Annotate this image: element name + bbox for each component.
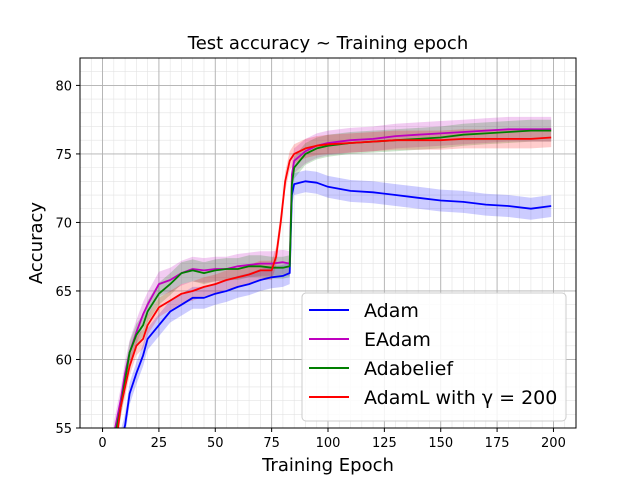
x-tick-label: 100: [316, 436, 341, 451]
chart-title: Test accuracy ~ Training epoch: [187, 33, 468, 54]
y-axis-ticks: 55 60 65 70 75 80: [55, 79, 80, 437]
x-tick-label: 200: [541, 436, 566, 451]
legend-label: Adam: [364, 300, 419, 322]
y-tick-label: 70: [55, 216, 72, 231]
series-line: [114, 128, 552, 428]
series-line: [117, 136, 552, 428]
x-tick-label: 25: [151, 436, 168, 451]
x-tick-label: 125: [372, 436, 397, 451]
y-tick-label: 60: [55, 353, 72, 368]
x-axis-label: Training Epoch: [261, 455, 394, 476]
series-band: [114, 119, 552, 428]
legend-label: EAdam: [364, 329, 431, 351]
legend-box: [301, 292, 567, 422]
x-axis-ticks: 0 25 50 75 100 125 150 175 200: [98, 428, 566, 451]
legend-label: AdamL with γ = 200: [364, 387, 557, 409]
y-axis-label: Accuracy: [26, 202, 47, 285]
x-tick-label: 75: [263, 436, 280, 451]
x-tick-label: 50: [207, 436, 224, 451]
y-tick-label: 80: [55, 79, 72, 94]
y-tick-label: 65: [55, 285, 72, 300]
x-tick-label: 150: [428, 436, 453, 451]
x-tick-label: 175: [485, 436, 510, 451]
x-tick-label: 0: [98, 436, 106, 451]
legend-label: Adabelief: [364, 358, 454, 380]
series-lines: [114, 128, 552, 428]
legend: Adam EAdam Adabelief AdamL with γ = 200: [301, 292, 567, 422]
series-band: [121, 170, 552, 428]
y-tick-label: 55: [55, 422, 72, 437]
series-line: [123, 180, 552, 428]
series-band: [116, 127, 552, 428]
y-tick-label: 75: [55, 148, 72, 163]
